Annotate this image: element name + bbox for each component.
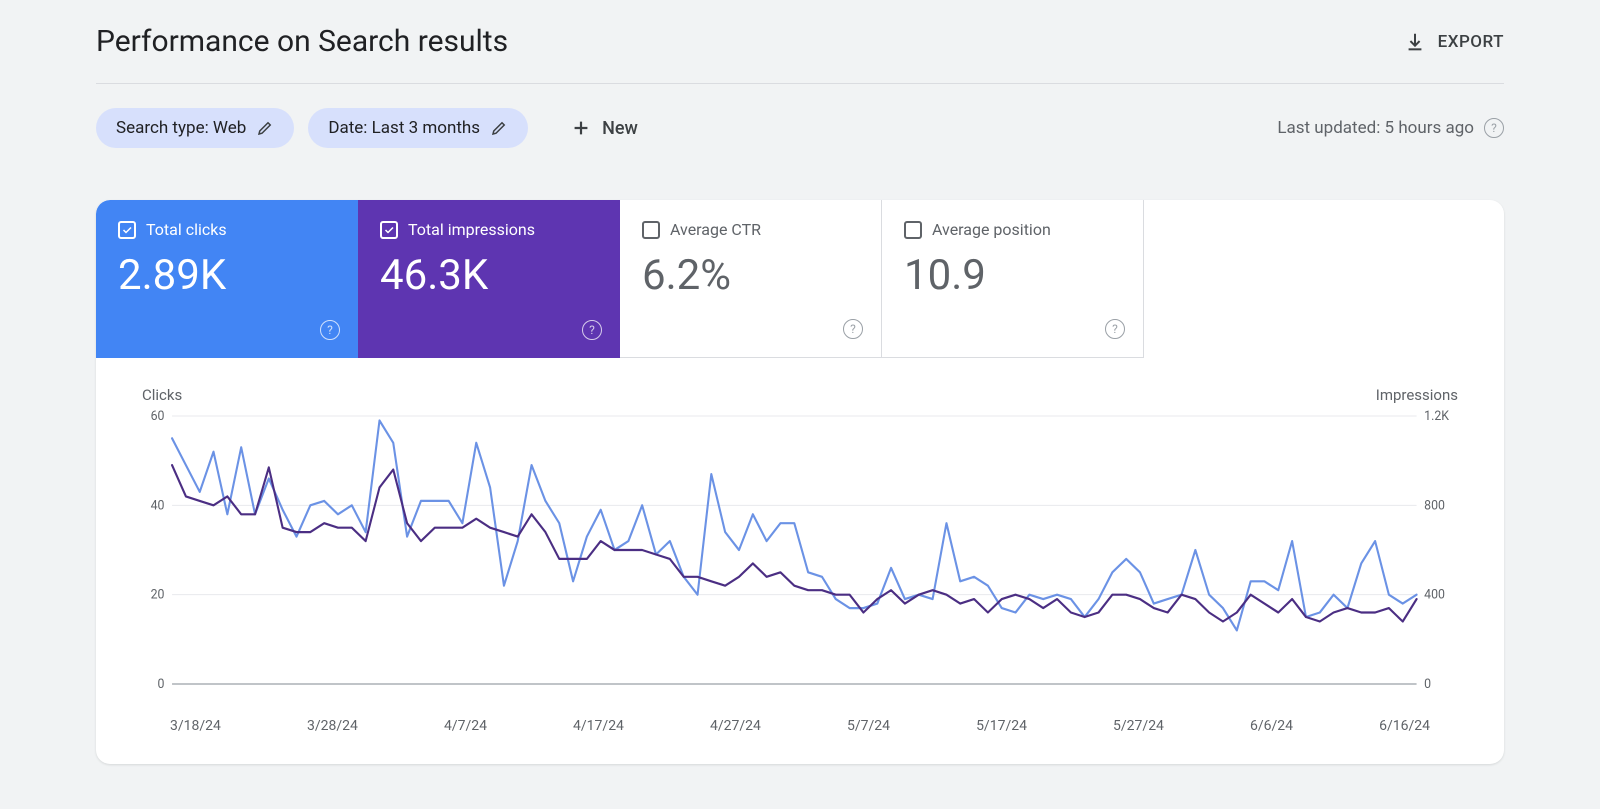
metric-value-clicks: 2.89K [118,251,336,300]
last-updated: Last updated: 5 hours ago ? [1277,118,1504,138]
left-axis-title: Clicks [142,386,182,404]
x-tick-label: 4/17/24 [573,718,624,734]
help-icon[interactable]: ? [1484,118,1504,138]
svg-text:0: 0 [158,677,165,692]
help-icon[interactable]: ? [843,319,863,339]
pencil-icon [490,119,508,137]
export-button[interactable]: EXPORT [1404,31,1504,53]
date-range-chip-label: Date: Last 3 months [328,118,480,138]
metric-checkbox-position[interactable] [904,221,922,239]
x-tick-label: 6/16/24 [1379,718,1430,734]
svg-text:40: 40 [151,498,165,513]
date-range-chip[interactable]: Date: Last 3 months [308,108,528,148]
metric-value-ctr: 6.2% [642,251,859,300]
x-tick-label: 4/27/24 [710,718,761,734]
metric-label-position: Average position [932,220,1051,239]
series-line-impressions [172,465,1417,621]
add-filter-label: New [602,118,638,139]
chart-area: Clicks Impressions 0 0 20 400 40 800 60 1.2K 3/… [96,358,1504,764]
header-bar: Performance on Search results EXPORT [96,18,1504,84]
pencil-icon [256,119,274,137]
metric-checkbox-ctr[interactable] [642,221,660,239]
performance-chart: 0 0 20 400 40 800 60 1.2K [136,408,1464,708]
help-icon[interactable]: ? [1105,319,1125,339]
metric-checkbox-clicks[interactable] [118,221,136,239]
svg-text:0: 0 [1424,677,1431,692]
metric-value-position: 10.9 [904,251,1121,300]
search-type-chip[interactable]: Search type: Web [96,108,294,148]
metric-tabs-row: Total clicks 2.89K? Total impressions 46.3K… [96,200,1504,358]
plus-icon [570,117,592,139]
metric-label-clicks: Total clicks [146,220,227,239]
x-tick-label: 5/17/24 [976,718,1027,734]
search-type-chip-label: Search type: Web [116,118,246,138]
help-icon[interactable]: ? [320,320,340,340]
metric-checkbox-impressions[interactable] [380,221,398,239]
metric-tab-clicks[interactable]: Total clicks 2.89K? [96,200,358,358]
x-tick-label: 3/28/24 [307,718,358,734]
metric-label-ctr: Average CTR [670,220,761,239]
export-label: EXPORT [1438,32,1504,52]
last-updated-text: Last updated: 5 hours ago [1277,118,1474,138]
right-axis-title: Impressions [1376,386,1458,404]
add-filter-button[interactable]: New [558,109,650,147]
svg-text:400: 400 [1424,587,1445,602]
svg-text:800: 800 [1424,498,1445,513]
svg-text:60: 60 [151,409,165,424]
metric-tab-position[interactable]: Average position 10.9? [882,200,1144,358]
metric-value-impressions: 46.3K [380,251,598,300]
svg-text:1.2K: 1.2K [1424,409,1449,424]
help-icon[interactable]: ? [582,320,602,340]
svg-text:20: 20 [151,587,165,602]
metric-tab-ctr[interactable]: Average CTR 6.2%? [620,200,882,358]
download-icon [1404,31,1426,53]
metric-tab-impressions[interactable]: Total impressions 46.3K? [358,200,620,358]
x-tick-label: 6/6/24 [1250,718,1293,734]
metric-label-impressions: Total impressions [408,220,535,239]
x-tick-label: 5/27/24 [1113,718,1164,734]
x-tick-label: 3/18/24 [170,718,221,734]
x-tick-label: 5/7/24 [847,718,890,734]
x-axis-labels: 3/18/24 3/28/24 4/7/24 4/17/24 4/27/24 5/7/24… [136,708,1464,734]
filter-bar: Search type: Web Date: Last 3 months Ne [96,84,1504,200]
x-tick-label: 4/7/24 [444,718,487,734]
page-title: Performance on Search results [96,24,508,59]
performance-card: Total clicks 2.89K? Total impressions 46.3K… [96,200,1504,764]
series-line-clicks [172,421,1417,631]
